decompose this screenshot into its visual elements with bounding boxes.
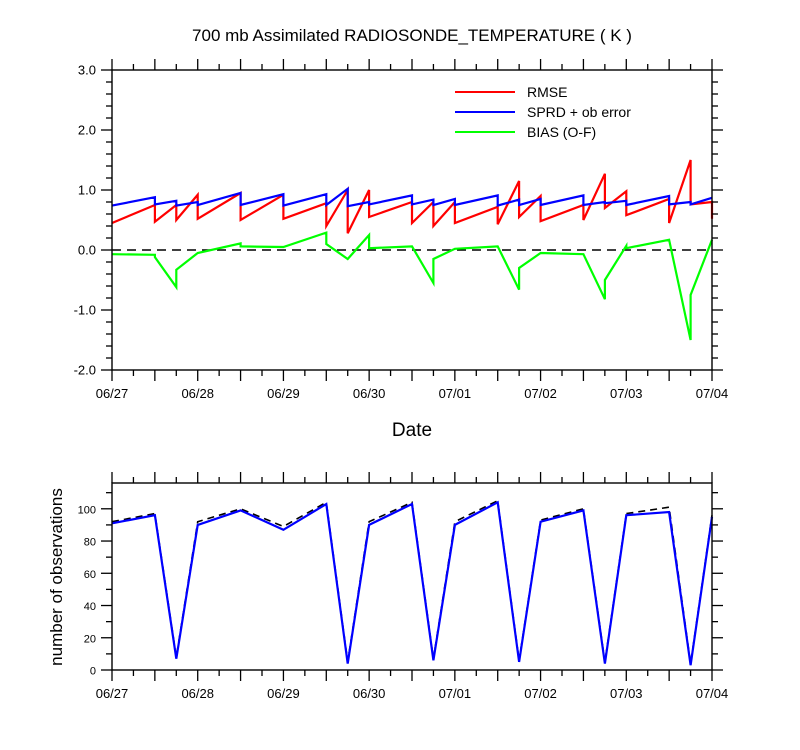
x-tick-label: 06/27 <box>96 686 129 701</box>
y-tick-label: -1.0 <box>74 303 96 318</box>
x-axis-label: Date <box>392 420 432 441</box>
x-tick-label: 07/03 <box>610 386 643 401</box>
top-plot: 06/27 06/28 06/29 06/30 07/01 07/02 07/03 07/04… <box>74 59 729 401</box>
y-tick-label: 60 <box>84 569 96 581</box>
x-tick-label: 07/04 <box>696 386 729 401</box>
x-tick-label: 07/04 <box>696 686 729 701</box>
x-tick-label: 06/29 <box>267 686 300 701</box>
y-tick-label: 40 <box>84 601 96 613</box>
bottom-plot: 06/27 06/28 06/29 06/30 07/01 07/02 07/03 07/04… <box>78 472 729 701</box>
y-tick-label: 0 <box>90 666 96 678</box>
chart-title: 700 mb Assimilated RADIOSONDE_TEMPERATUR… <box>192 26 632 45</box>
y-tick-label: 3.0 <box>78 63 96 78</box>
x-tick-label: 07/02 <box>524 686 557 701</box>
x-tick-label: 06/28 <box>181 686 214 701</box>
x-tick-label: 06/30 <box>353 386 386 401</box>
legend-label: BIAS (O-F) <box>527 124 596 140</box>
x-tick-label: 07/03 <box>610 686 643 701</box>
x-tick-label: 07/01 <box>439 686 472 701</box>
legend-label: RMSE <box>527 84 567 100</box>
y-tick-label: 0.0 <box>78 243 96 258</box>
x-tick-label: 07/01 <box>439 386 472 401</box>
series-line-sprd-ob-error <box>111 186 713 208</box>
x-tick-label: 06/30 <box>353 686 386 701</box>
series-line-possible <box>111 499 713 664</box>
series-line-bias-o-f <box>111 231 714 341</box>
y-tick-label: 2.0 <box>78 123 96 138</box>
x-tick-label: 07/02 <box>524 386 557 401</box>
x-tick-label: 06/29 <box>267 386 300 401</box>
y-axis-label: number of observations <box>47 488 66 666</box>
y-tick-label: 80 <box>84 537 96 549</box>
y-tick-label: 100 <box>78 504 96 516</box>
legend-label: SPRD + ob error <box>527 104 631 120</box>
y-tick-label: 20 <box>84 633 96 645</box>
series-line-assimilated <box>111 500 714 666</box>
y-tick-label: -2.0 <box>74 363 96 378</box>
x-tick-label: 06/28 <box>181 386 214 401</box>
x-tick-label: 06/27 <box>96 386 129 401</box>
y-tick-label: 1.0 <box>78 183 96 198</box>
series-line-rmse <box>111 159 714 234</box>
